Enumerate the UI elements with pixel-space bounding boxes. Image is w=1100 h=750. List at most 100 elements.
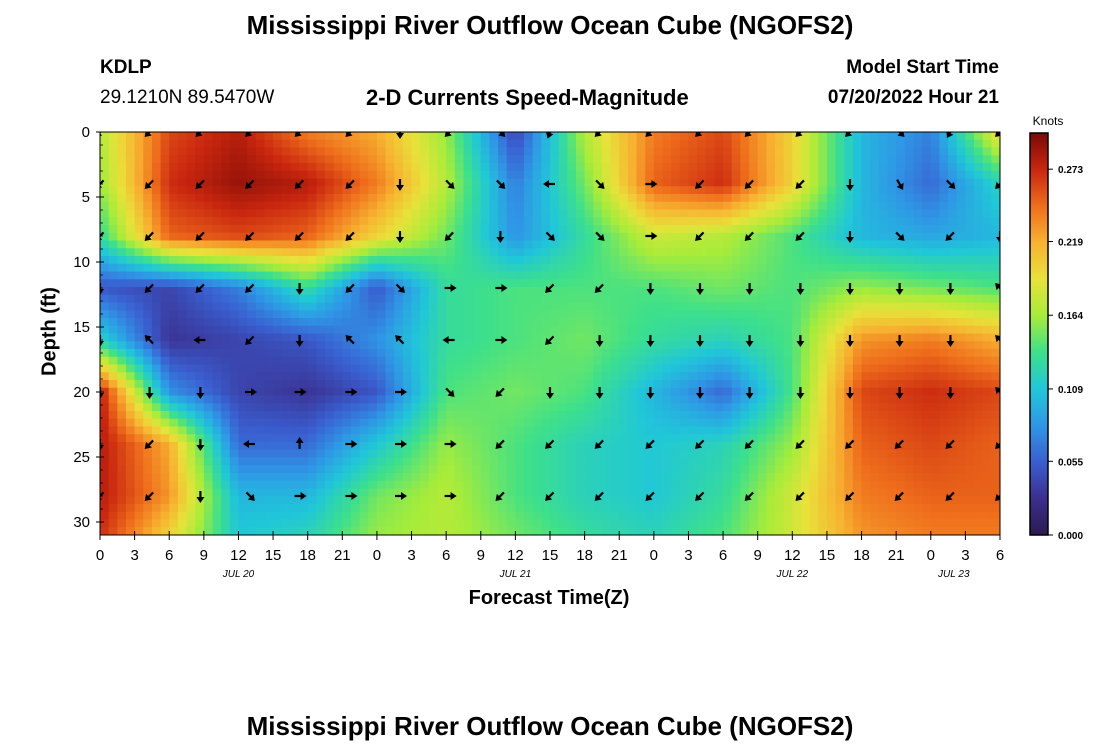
heatmap-cell (861, 318, 871, 327)
heatmap-cell (809, 163, 819, 172)
heatmap-cell (394, 403, 404, 412)
heatmap-cell (688, 287, 698, 296)
heatmap-cell (454, 496, 465, 505)
heatmap-cell (956, 263, 966, 273)
heatmap-cell (567, 248, 577, 257)
heatmap-cell (610, 395, 620, 404)
heatmap-cell (844, 163, 854, 172)
heatmap-cell (636, 387, 646, 397)
heatmap-cell (186, 217, 196, 226)
heatmap-cell (593, 325, 603, 335)
heatmap-cell (601, 434, 612, 443)
heatmap-cell (350, 496, 361, 505)
heatmap-cell (498, 465, 508, 474)
heatmap-cell (411, 256, 421, 265)
heatmap-cell (913, 380, 923, 389)
heatmap-cell (671, 387, 681, 397)
heatmap-cell (904, 248, 915, 257)
heatmap-cell (480, 496, 491, 505)
heatmap-cell (203, 132, 214, 141)
heatmap-cell (108, 395, 118, 404)
heatmap-cell (749, 240, 759, 249)
heatmap-cell (385, 325, 395, 335)
heatmap-cell (939, 209, 949, 218)
heatmap-cell (896, 372, 906, 381)
heatmap-cell (835, 163, 845, 172)
heatmap-cell (948, 496, 958, 505)
heatmap-cell (524, 341, 534, 350)
heatmap-cell (342, 457, 352, 466)
heatmap-cell (108, 473, 118, 482)
heatmap-cell (506, 426, 516, 435)
heatmap-cell (342, 442, 352, 451)
heatmap-cell (472, 163, 482, 172)
heatmap-cell (359, 387, 369, 397)
heatmap-cell (255, 155, 266, 164)
heatmap-cell (653, 496, 664, 505)
heatmap-cell (913, 263, 923, 273)
heatmap-cell (878, 263, 889, 273)
heatmap-cell (740, 225, 750, 234)
heatmap-cell (766, 411, 776, 420)
heatmap-cell (299, 349, 309, 358)
heatmap-cell (948, 442, 958, 451)
heatmap-cell (333, 411, 343, 420)
heatmap-cell (264, 147, 274, 156)
heatmap-cell (255, 263, 266, 273)
heatmap-cell (723, 310, 733, 319)
heatmap-cell (783, 434, 793, 443)
heatmap-cell (394, 349, 404, 358)
heatmap-cell (264, 380, 274, 389)
heatmap-cell (601, 442, 612, 451)
heatmap-cell (221, 248, 231, 257)
heatmap-cell (887, 170, 897, 180)
heatmap-cell (333, 496, 343, 505)
heatmap-cell (775, 302, 785, 311)
heatmap-cell (108, 147, 118, 156)
heatmap-cell (541, 387, 551, 397)
heatmap-cell (619, 201, 629, 211)
heatmap-cell (930, 403, 941, 412)
heatmap-cell (333, 449, 343, 459)
heatmap-cell (922, 418, 932, 428)
heatmap-cell (766, 294, 776, 304)
heatmap-cell (714, 240, 724, 249)
heatmap-cell (930, 132, 941, 141)
heatmap-cell (186, 387, 196, 397)
heatmap-cell (350, 333, 361, 342)
heatmap-cell (177, 232, 188, 242)
heatmap-cell (852, 387, 863, 397)
heatmap-cell (359, 256, 369, 265)
heatmap-cell (108, 170, 118, 180)
heatmap-cell (844, 480, 854, 490)
heatmap-cell (688, 225, 698, 234)
heatmap-cell (601, 240, 612, 249)
heatmap-cell (887, 302, 897, 311)
heatmap-cell (480, 302, 491, 311)
heatmap-cell (498, 263, 508, 273)
heatmap-cell (100, 163, 110, 172)
heatmap-cell (299, 279, 309, 288)
heatmap-cell (601, 155, 612, 164)
heatmap-cell (325, 442, 335, 451)
heatmap-cell (290, 279, 300, 288)
heatmap-cell (316, 318, 326, 327)
heatmap-cell (221, 318, 231, 327)
heatmap-cell (896, 380, 906, 389)
heatmap-cell (480, 132, 491, 141)
heatmap-cell (454, 240, 465, 249)
heatmap-cell (671, 132, 681, 141)
heatmap-cell (662, 325, 672, 335)
heatmap-cell (255, 194, 266, 203)
heatmap-cell (195, 294, 205, 304)
heatmap-cell (835, 449, 845, 459)
heatmap-cell (446, 418, 456, 428)
heatmap-cell (878, 496, 889, 505)
heatmap-cell (229, 426, 240, 435)
heatmap-cell (740, 411, 750, 420)
heatmap-cell (697, 480, 707, 490)
heatmap-cell (818, 139, 828, 149)
heatmap-cell (870, 403, 880, 412)
heatmap-cell (575, 480, 586, 490)
heatmap-cell (835, 170, 845, 180)
